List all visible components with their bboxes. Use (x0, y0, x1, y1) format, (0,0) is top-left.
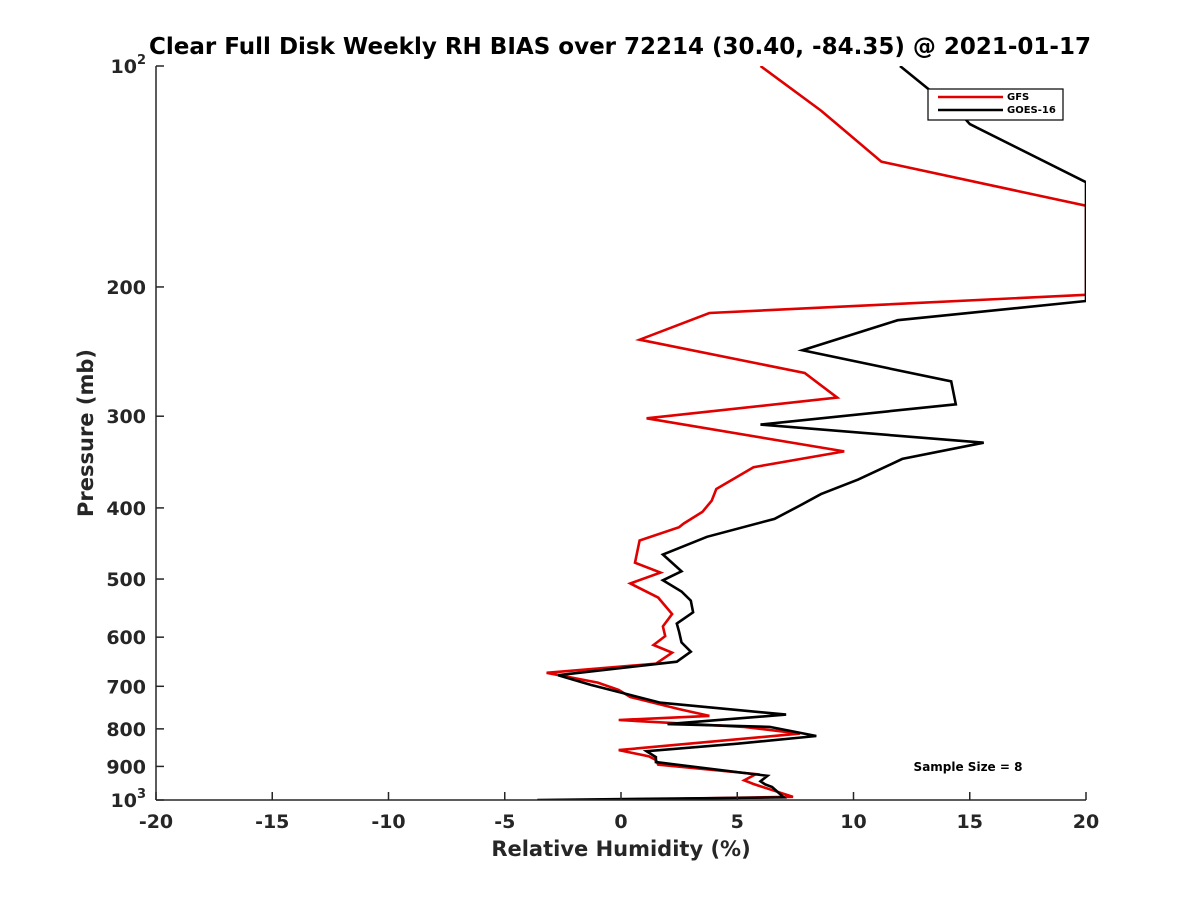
x-tick-label: 10 (840, 811, 866, 833)
x-tick-label: 5 (731, 811, 744, 833)
x-axis-label: Relative Humidity (%) (491, 837, 750, 861)
x-tick-label: -5 (494, 811, 515, 833)
x-tick-label: 15 (957, 811, 983, 833)
y-tick-base: 300 (106, 406, 146, 428)
series-line-goes16 (537, 66, 1086, 800)
y-tick-base: 900 (106, 756, 146, 778)
y-tick-base: 600 (106, 627, 146, 649)
x-tick-label: 0 (614, 811, 627, 833)
sample-size-note: Sample Size = 8 (914, 760, 1023, 774)
y-tick-exponent: 2 (137, 53, 146, 68)
x-tick-label: -15 (255, 811, 289, 833)
legend-box (927, 88, 1064, 121)
legend-label-gfs: GFS (1007, 92, 1029, 103)
x-tick-label: -20 (139, 811, 173, 833)
x-tick-label: 20 (1073, 811, 1099, 833)
legend: GFS GOES-16 (927, 88, 1064, 121)
series-layer (537, 66, 1086, 800)
x-ticks: -20 -15 -10 -5 0 5 10 15 20 (139, 792, 1099, 833)
y-tick-base: 10 (111, 56, 137, 78)
y-tick-label: 102 (111, 53, 147, 78)
y-tick-base: 800 (106, 719, 146, 741)
y-tick-exponent: 3 (137, 787, 146, 802)
y-tick-label: 500 (106, 569, 146, 591)
legend-label-goes16: GOES-16 (1007, 105, 1056, 116)
y-tick-label: 300 (106, 406, 146, 428)
y-tick-base: 10 (111, 790, 137, 812)
y-tick-base: 200 (106, 277, 146, 299)
y-tick-label: 700 (106, 676, 146, 698)
x-tick-label: -10 (371, 811, 405, 833)
y-tick-label: 400 (106, 498, 146, 520)
y-tick-base: 500 (106, 569, 146, 591)
y-tick-base: 400 (106, 498, 146, 520)
chart-title: Clear Full Disk Weekly RH BIAS over 7221… (149, 34, 1091, 60)
y-tick-label: 103 (111, 787, 147, 812)
y-tick-label: 800 (106, 719, 146, 741)
series-line-gfs (546, 66, 1086, 800)
y-tick-base: 700 (106, 676, 146, 698)
y-tick-label: 200 (106, 277, 146, 299)
y-tick-label: 600 (106, 627, 146, 649)
y-axis-label: Pressure (mb) (74, 349, 98, 517)
y-tick-label: 900 (106, 756, 146, 778)
